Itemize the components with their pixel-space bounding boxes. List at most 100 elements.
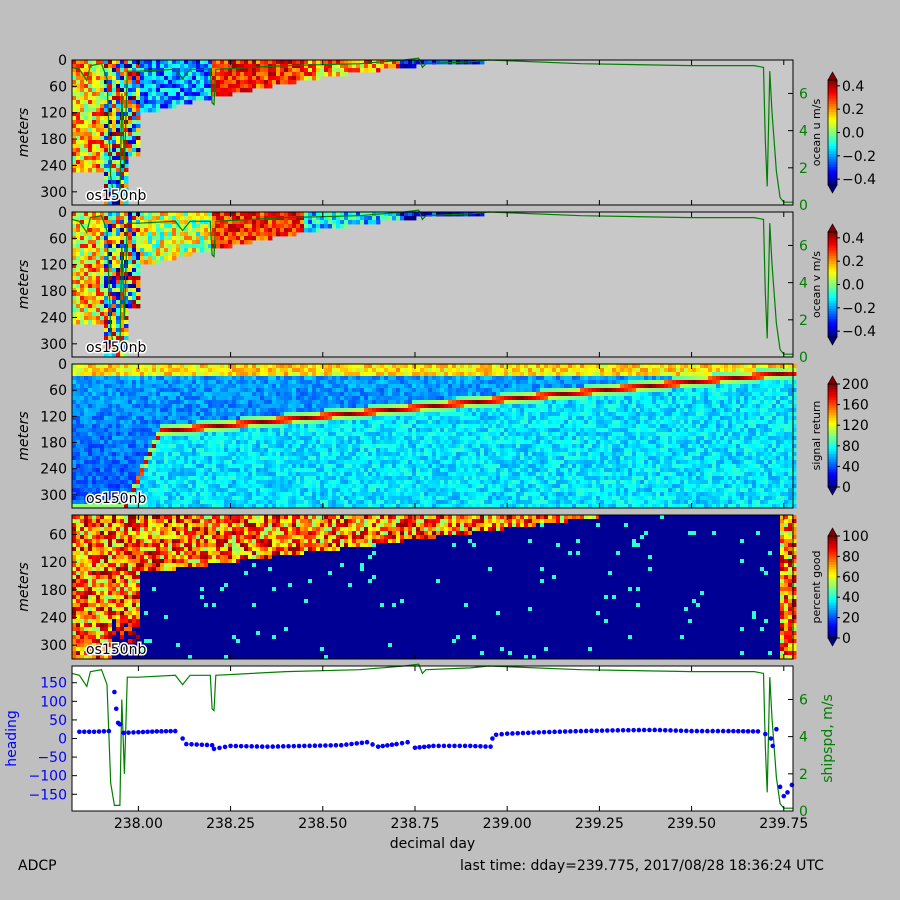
- colorbar-min-extend: [827, 336, 838, 346]
- heading-point: [473, 743, 478, 749]
- colorbar-tick-label: 0.0: [842, 126, 864, 142]
- ship-speed-line: [71, 209, 793, 355]
- right-axis-panel-5: 0 2 4 6: [788, 692, 808, 820]
- heatmap-ocean-v: [72, 212, 793, 357]
- colorbar-ocean-u: 0.4 0.2 0.0 −0.2 −0.4 ocean u m/s: [810, 71, 876, 194]
- y-tick-label: −150: [29, 787, 67, 803]
- heading-point: [204, 742, 210, 748]
- heading-point: [189, 742, 194, 747]
- heading-point: [399, 740, 405, 746]
- heading-point: [768, 736, 774, 741]
- x-tick-label: 238.00: [114, 816, 163, 832]
- heading-point: [370, 742, 375, 747]
- y-tick-label: 180: [40, 284, 67, 300]
- y-tick-label: 60: [49, 527, 67, 543]
- heading-point: [338, 742, 344, 748]
- right-tick-label: 6: [799, 86, 808, 102]
- heading-point: [249, 744, 254, 749]
- footer-instrument-label: ADCP: [18, 858, 57, 874]
- heading-point: [354, 741, 360, 746]
- ship-speed-line: [71, 663, 793, 809]
- heading-point: [755, 729, 761, 734]
- heading-point: [145, 729, 150, 735]
- heading-point: [96, 729, 102, 734]
- right-tick-label: 0: [799, 198, 808, 214]
- right-tick-label: 4: [799, 730, 808, 746]
- heading-point: [436, 743, 441, 749]
- heading-point: [244, 743, 249, 749]
- heading-point: [238, 743, 244, 749]
- heading-point: [426, 744, 432, 749]
- heading-point: [462, 743, 468, 749]
- right-tick-label: 2: [799, 313, 808, 329]
- y-tick-label: 180: [40, 436, 67, 452]
- colorbar-max-extend: [827, 527, 838, 537]
- heading-point: [720, 728, 726, 734]
- heading-point: [159, 729, 164, 734]
- colorbar-tick-label: 80: [842, 549, 860, 565]
- y-axis-label: meters: [16, 108, 32, 157]
- heading-point: [604, 728, 610, 733]
- heading-point: [180, 736, 185, 741]
- heading-point: [209, 742, 215, 748]
- heading-point: [121, 730, 126, 736]
- heading-point: [184, 741, 189, 747]
- left-axis-panel-1: 0 60 120 180 240 300: [40, 53, 77, 201]
- heading-point: [678, 728, 684, 734]
- y-tick-label: 0: [58, 357, 67, 373]
- heading-point: [149, 729, 155, 734]
- x-tick-label: 239.50: [667, 816, 716, 832]
- colorbar-tick-label: 0.2: [842, 254, 864, 270]
- heading-point: [217, 745, 222, 751]
- colorbar-tick-label: 40: [842, 459, 860, 475]
- y-tick-label: 240: [40, 610, 67, 626]
- colorbar-frame: [827, 383, 838, 488]
- colorbar-max-extend: [827, 375, 838, 385]
- y-tick-label: 150: [40, 676, 67, 692]
- heading-point: [488, 744, 493, 749]
- heading-point: [620, 727, 626, 733]
- left-axis-panel-5: 150 100 50 0 −50 −100 −150: [29, 676, 77, 803]
- y-tick-label: 120: [40, 258, 67, 274]
- heading-point: [364, 739, 370, 745]
- y-tick-label: 120: [40, 555, 67, 571]
- heading-point: [228, 743, 233, 749]
- heading-point: [113, 706, 119, 712]
- heading-point: [673, 728, 679, 733]
- heading-point: [131, 730, 136, 735]
- x-tick-label: 238.75: [390, 816, 439, 832]
- panel-label-os150nb: os150nb: [86, 642, 146, 658]
- y-tick-label: 120: [40, 409, 67, 425]
- heading-point: [478, 744, 483, 749]
- heading-point: [211, 746, 217, 752]
- heading-point: [117, 722, 123, 727]
- heading-point: [441, 743, 447, 749]
- heading-point: [657, 727, 663, 733]
- heading-point: [610, 728, 615, 733]
- colorbar-tick-label: 60: [842, 570, 860, 586]
- heading-point: [394, 741, 399, 747]
- heading-point: [745, 729, 751, 734]
- right-tick-label: 2: [799, 161, 808, 177]
- right-tick-label: 6: [799, 692, 808, 708]
- heading-point: [647, 727, 652, 733]
- y-tick-label: 60: [49, 79, 67, 95]
- colorbar-label: signal return: [810, 401, 823, 471]
- panel-frame: [71, 211, 794, 358]
- x-axis: 238.00 238.25 238.50 238.75 239.00 239.25 239.…: [114, 60, 808, 852]
- heading-point: [641, 727, 647, 733]
- colorbar-tick-label: 100: [842, 529, 869, 545]
- heading-point: [172, 728, 178, 734]
- heading-point: [710, 728, 715, 734]
- heading-point: [631, 727, 636, 733]
- heading-point: [520, 730, 526, 736]
- heading-point: [789, 782, 795, 788]
- heading-point: [763, 731, 768, 737]
- colorbar-tick-label: 0.2: [842, 102, 864, 118]
- heading-point: [541, 729, 547, 735]
- ship-speed-line: [71, 57, 793, 203]
- heading-point: [328, 743, 333, 748]
- heading-point: [468, 743, 473, 749]
- heading-point: [106, 728, 112, 734]
- heading-point: [312, 743, 318, 749]
